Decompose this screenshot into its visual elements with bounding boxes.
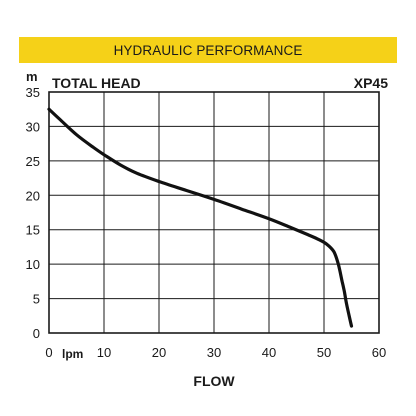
x-axis-unit: lpm — [62, 347, 83, 361]
chart-title-banner: HYDRAULIC PERFORMANCE — [19, 37, 397, 63]
x-axis-label: FLOW — [193, 373, 235, 389]
x-tick-label: 0 — [45, 345, 52, 360]
y-axis-label: TOTAL HEAD — [52, 75, 141, 91]
y-tick-label: 30 — [26, 119, 40, 134]
x-tick-label: 30 — [207, 345, 221, 360]
y-axis-unit: m — [26, 69, 38, 84]
plot-frame — [48, 91, 380, 334]
x-tick-label: 60 — [372, 345, 386, 360]
y-tick-label: 20 — [26, 188, 40, 203]
y-tick-label: 35 — [26, 85, 40, 100]
x-tick-label: 10 — [97, 345, 111, 360]
y-tick-label: 15 — [26, 223, 40, 238]
y-tick-label: 10 — [26, 257, 40, 272]
y-tick-label: 5 — [33, 292, 40, 307]
y-tick-label: 25 — [26, 154, 40, 169]
grid — [49, 92, 379, 333]
model-label: XP45 — [354, 75, 388, 91]
series-line-head-curve — [47, 107, 354, 328]
y-tick-labels: 0 5 10 15 20 25 30 35 — [26, 85, 40, 341]
x-tick-label: 20 — [152, 345, 166, 360]
x-tick-label: 40 — [262, 345, 276, 360]
x-tick-label: 50 — [317, 345, 331, 360]
y-tick-label: 0 — [33, 326, 40, 341]
x-tick-labels: 0 10 20 30 40 50 60 — [45, 345, 386, 360]
